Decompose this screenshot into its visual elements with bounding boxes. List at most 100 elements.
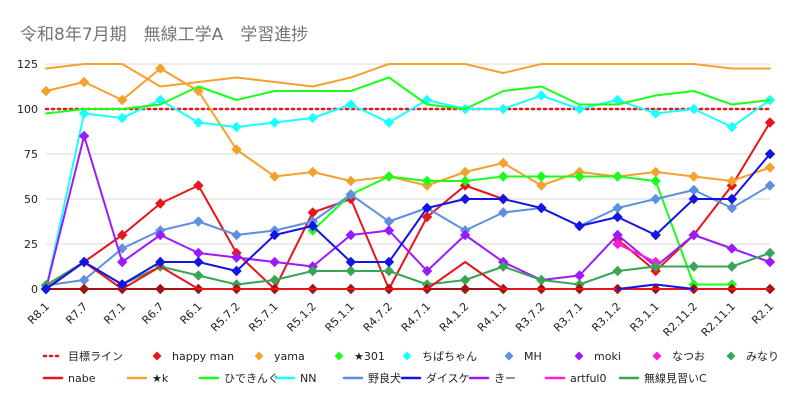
legend-swatch [254,351,264,361]
legend-swatch [574,351,584,361]
legend-label: ★k [152,372,169,385]
data-point [345,229,357,241]
legend-label: ひできんぐ [224,372,279,385]
data-point [612,238,623,250]
data-point [764,247,776,259]
data-point [650,166,661,178]
legend-label: 目標ライン [68,349,123,363]
data-point [650,229,661,241]
data-point [345,175,357,187]
data-point [383,171,395,182]
data-point [764,148,776,160]
legend: 目標ライン happy man yama ★301 ちばちゃん MH moki なつお みなり n… [42,349,779,385]
data-point [307,207,318,218]
x-tick-label: R2.11.2 [661,300,700,339]
data-point [231,144,242,155]
series-line [45,184,771,287]
data-point [498,193,509,205]
series-layer [40,63,776,295]
data-point [307,265,318,277]
legend-label: moki [594,350,621,363]
data-point [688,184,699,196]
x-tick-labels: R8.1 R7.7 R7.1 R6.7 R6.1 R5.7.2 R5.7.1 R5.1.2 R5… [25,300,776,339]
legend-label: 野良犬 [368,371,401,385]
y-tick-label: 125 [17,58,38,71]
data-point [345,189,357,200]
grid-layer [46,63,770,290]
x-tick-label: R3.1.2 [589,300,623,334]
data-point [498,171,509,182]
legend-label: ★301 [354,350,385,363]
data-point [231,252,242,263]
legend-label: MH [524,350,542,363]
data-point [383,117,395,128]
x-tick-label: R2.1 [749,300,776,327]
data-point [612,211,623,223]
y-tick-label: 50 [24,193,38,206]
series-line [45,63,771,88]
data-point [155,63,166,74]
data-point [155,283,166,295]
legend-swatch [652,351,662,361]
data-point [688,193,699,205]
x-tick-label: R6.7 [139,300,166,327]
series-line [45,153,771,290]
series-10 [45,261,771,290]
data-point [726,121,738,133]
data-point [383,265,395,277]
series-6 [40,130,776,295]
data-point [612,202,623,214]
data-point [536,202,547,214]
data-point [231,265,242,277]
data-point [345,265,357,277]
y-tick-label: 75 [24,148,38,161]
data-point [764,117,776,128]
data-point [269,229,280,241]
series-2 [40,63,776,191]
data-point [78,130,90,142]
data-point [421,265,433,277]
data-point [650,175,661,187]
data-point [193,216,204,227]
data-point [78,256,90,268]
data-point [155,229,166,241]
series-line [45,94,771,290]
legend-label: 無線見習いC [644,371,707,385]
legend-swatch [402,351,412,361]
data-point [459,166,471,178]
data-point [612,171,623,182]
data-point [345,99,357,110]
legend-swatch [152,351,162,361]
data-point [498,261,509,272]
data-point [421,211,433,223]
legend-label: happy man [172,350,234,363]
data-point [498,157,509,169]
data-point [307,220,318,232]
data-point [726,261,738,272]
y-tick-label: 100 [17,103,38,116]
series-line [45,252,771,287]
series-line [311,175,733,286]
data-point [231,229,242,241]
data-point [459,175,471,187]
data-point [574,220,585,232]
x-tick-label: R4.7.2 [361,300,395,334]
legend-swatch [334,351,344,361]
data-point [117,279,128,290]
series-line [616,243,657,263]
data-point [345,256,357,268]
data-point [269,256,280,268]
data-point [269,117,280,128]
series-11 [45,63,771,88]
y-tick-label: 25 [24,238,38,251]
data-point [612,265,623,277]
data-point [117,229,128,241]
data-point [421,175,433,187]
data-point [688,103,699,115]
data-point [117,112,128,124]
data-point [40,283,52,295]
data-point [459,274,471,286]
y-tick-labels: 0 25 50 75 100 125 [17,58,38,296]
legend-label: なつお [672,350,705,363]
